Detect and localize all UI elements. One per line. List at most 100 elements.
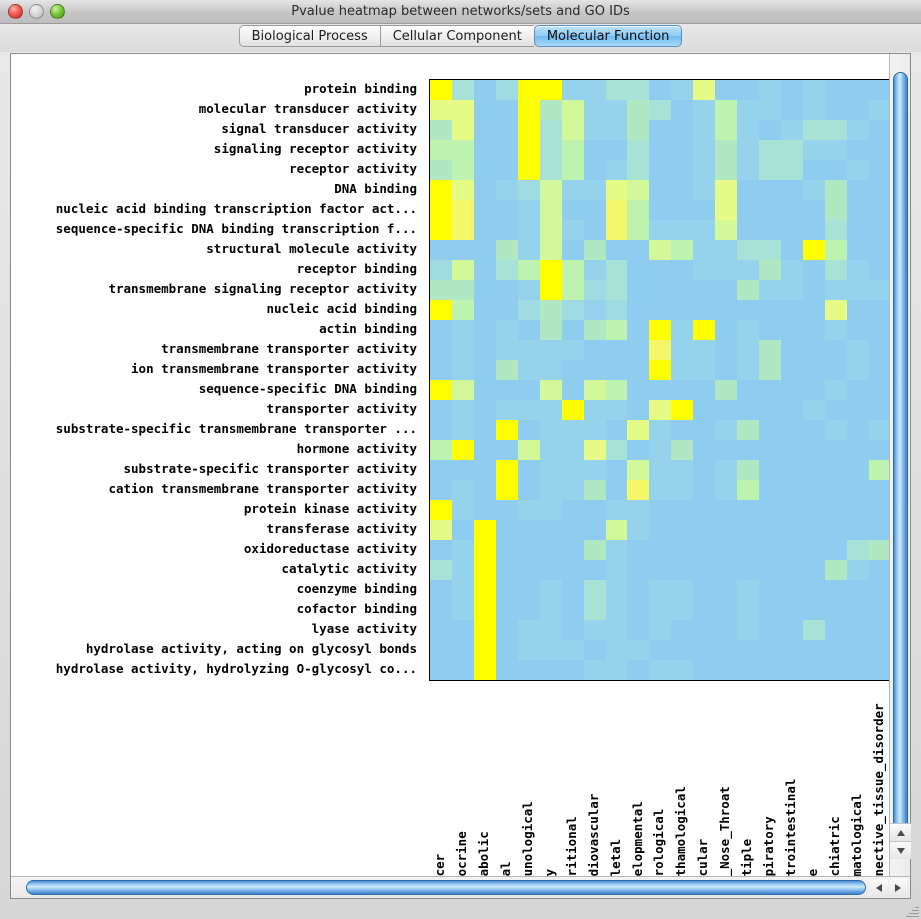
- heatmap-cell[interactable]: [451, 100, 474, 120]
- heatmap-cell[interactable]: [693, 300, 716, 320]
- heatmap-cell[interactable]: [715, 240, 738, 260]
- heatmap-cell[interactable]: [846, 380, 869, 400]
- heatmap-cell[interactable]: [539, 460, 562, 480]
- heatmap-cell[interactable]: [824, 600, 847, 620]
- heatmap-cell[interactable]: [583, 400, 606, 420]
- heatmap-cell[interactable]: [430, 400, 452, 420]
- heatmap-cell[interactable]: [824, 360, 847, 380]
- heatmap-cell[interactable]: [824, 440, 847, 460]
- heatmap-cell[interactable]: [649, 320, 672, 340]
- heatmap-cell[interactable]: [868, 140, 889, 160]
- heatmap-cell[interactable]: [802, 560, 825, 580]
- heatmap-cell[interactable]: [430, 640, 452, 660]
- heatmap-cell[interactable]: [430, 160, 452, 180]
- heatmap-cell[interactable]: [671, 360, 694, 380]
- heatmap-cell[interactable]: [868, 460, 889, 480]
- heatmap-cell[interactable]: [824, 180, 847, 200]
- heatmap-cell[interactable]: [627, 340, 650, 360]
- heatmap-cell[interactable]: [802, 120, 825, 140]
- heatmap-cell[interactable]: [759, 540, 781, 560]
- heatmap-cell[interactable]: [759, 240, 781, 260]
- heatmap-cell[interactable]: [517, 580, 540, 600]
- heatmap-cell[interactable]: [781, 300, 803, 320]
- heatmap-cell[interactable]: [627, 660, 650, 680]
- heatmap-cell[interactable]: [561, 420, 584, 440]
- heatmap-cell[interactable]: [539, 580, 562, 600]
- heatmap-cell[interactable]: [715, 640, 738, 660]
- heatmap-cell[interactable]: [824, 520, 847, 540]
- heatmap-cell[interactable]: [430, 300, 452, 320]
- heatmap-cell[interactable]: [605, 340, 628, 360]
- heatmap-cell[interactable]: [583, 340, 606, 360]
- heatmap-cell[interactable]: [868, 240, 889, 260]
- heatmap-cell[interactable]: [517, 140, 540, 160]
- heatmap-cell[interactable]: [539, 420, 562, 440]
- heatmap-cell[interactable]: [802, 640, 825, 660]
- heatmap-cell[interactable]: [561, 320, 584, 340]
- heatmap-cell[interactable]: [802, 380, 825, 400]
- heatmap-cell[interactable]: [846, 220, 869, 240]
- heatmap-cell[interactable]: [517, 180, 540, 200]
- heatmap-cell[interactable]: [649, 600, 672, 620]
- heatmap-cell[interactable]: [517, 100, 540, 120]
- heatmap-cell[interactable]: [473, 300, 496, 320]
- heatmap-cell[interactable]: [737, 220, 760, 240]
- heatmap-cell[interactable]: [583, 420, 606, 440]
- heatmap-cell[interactable]: [846, 120, 869, 140]
- heatmap-cell[interactable]: [693, 280, 716, 300]
- heatmap-cell[interactable]: [517, 520, 540, 540]
- heatmap-cell[interactable]: [517, 240, 540, 260]
- heatmap-cell[interactable]: [781, 240, 803, 260]
- heatmap-cell[interactable]: [846, 340, 869, 360]
- heatmap-cell[interactable]: [430, 340, 452, 360]
- heatmap-cell[interactable]: [517, 80, 540, 100]
- heatmap-cell[interactable]: [451, 500, 474, 520]
- heatmap-cell[interactable]: [824, 160, 847, 180]
- heatmap-cell[interactable]: [715, 420, 738, 440]
- heatmap-cell[interactable]: [759, 560, 781, 580]
- heatmap-cell[interactable]: [868, 620, 889, 640]
- heatmap-cell[interactable]: [824, 260, 847, 280]
- heatmap-cell[interactable]: [649, 240, 672, 260]
- heatmap-cell[interactable]: [649, 160, 672, 180]
- heatmap-cell[interactable]: [868, 120, 889, 140]
- heatmap-cell[interactable]: [737, 500, 760, 520]
- heatmap-cell[interactable]: [451, 520, 474, 540]
- heatmap-cell[interactable]: [715, 140, 738, 160]
- heatmap-cell[interactable]: [693, 600, 716, 620]
- heatmap-cell[interactable]: [495, 660, 518, 680]
- heatmap-cell[interactable]: [759, 480, 781, 500]
- heatmap-cell[interactable]: [824, 460, 847, 480]
- heatmap-cell[interactable]: [715, 600, 738, 620]
- heatmap-cell[interactable]: [824, 80, 847, 100]
- heatmap-cell[interactable]: [451, 80, 474, 100]
- heatmap-cell[interactable]: [671, 280, 694, 300]
- heatmap-cell[interactable]: [517, 660, 540, 680]
- heatmap-cell[interactable]: [561, 80, 584, 100]
- heatmap-cell[interactable]: [561, 620, 584, 640]
- heatmap-cell[interactable]: [715, 400, 738, 420]
- heatmap-cell[interactable]: [759, 220, 781, 240]
- heatmap-cell[interactable]: [868, 420, 889, 440]
- heatmap-cell[interactable]: [781, 400, 803, 420]
- heatmap-cell[interactable]: [802, 240, 825, 260]
- heatmap-cell[interactable]: [430, 500, 452, 520]
- heatmap-cell[interactable]: [627, 140, 650, 160]
- heatmap-cell[interactable]: [561, 300, 584, 320]
- vertical-scrollbar-thumb[interactable]: [893, 72, 908, 829]
- heatmap-cell[interactable]: [561, 160, 584, 180]
- heatmap-cell[interactable]: [649, 360, 672, 380]
- heatmap-cell[interactable]: [605, 300, 628, 320]
- heatmap-cell[interactable]: [693, 120, 716, 140]
- heatmap-cell[interactable]: [649, 200, 672, 220]
- heatmap-cell[interactable]: [430, 140, 452, 160]
- heatmap-cell[interactable]: [583, 560, 606, 580]
- heatmap-cell[interactable]: [671, 540, 694, 560]
- heatmap-cell[interactable]: [517, 120, 540, 140]
- heatmap-cell[interactable]: [495, 100, 518, 120]
- heatmap-cell[interactable]: [671, 400, 694, 420]
- heatmap-cell[interactable]: [473, 400, 496, 420]
- heatmap-cell[interactable]: [561, 180, 584, 200]
- heatmap-cell[interactable]: [430, 480, 452, 500]
- heatmap-cell[interactable]: [737, 260, 760, 280]
